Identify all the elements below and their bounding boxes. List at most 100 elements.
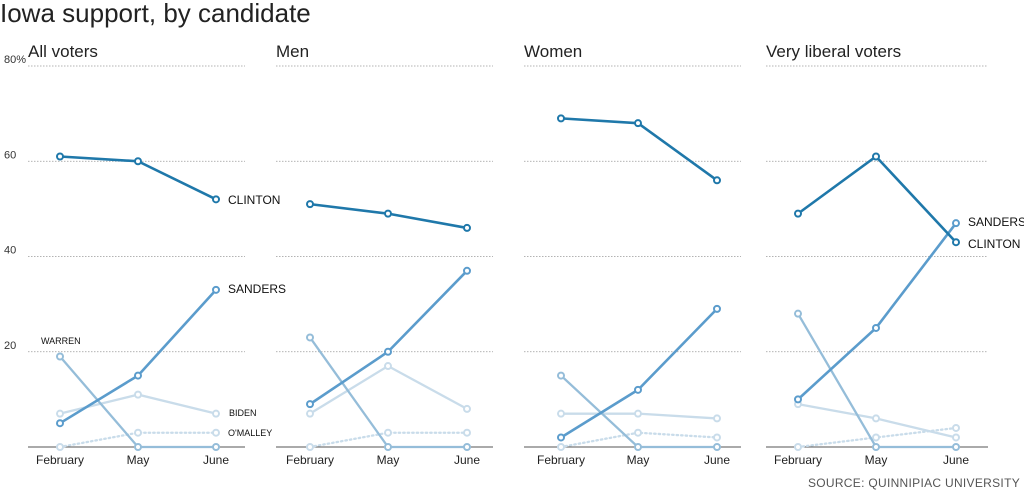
series-biden: [557, 409, 721, 423]
series-warren: WARREN: [41, 336, 220, 451]
x-tick-label: June: [943, 453, 969, 467]
panel-title: Women: [524, 42, 582, 61]
series-sanders: SANDERS: [794, 215, 1024, 404]
data-point: [212, 285, 220, 294]
data-point: [134, 157, 142, 166]
x-tick-label: February: [286, 453, 334, 467]
data-point: [212, 195, 220, 204]
data-point: [306, 443, 314, 451]
panel-title: All voters: [28, 42, 98, 61]
data-point: [557, 433, 565, 442]
data-point: [952, 433, 960, 442]
y-tick-label: 40: [4, 245, 16, 257]
data-point: [952, 423, 960, 432]
x-tick-label: May: [127, 453, 150, 467]
data-point: [713, 176, 721, 185]
x-tick-label: May: [377, 453, 400, 467]
data-point: [634, 409, 642, 418]
data-point: [306, 333, 314, 342]
x-tick-label: February: [774, 453, 822, 467]
series-label: CLINTON: [968, 237, 1020, 251]
data-point: [56, 409, 64, 418]
data-point: [634, 119, 642, 128]
series-line: [797, 222, 958, 401]
chart-title: Iowa support, by candidate: [0, 0, 311, 28]
series-label: SANDERS: [228, 282, 286, 296]
data-point: [56, 419, 64, 428]
series-sanders: [306, 266, 471, 409]
series-biden: BIDEN: [56, 390, 257, 418]
data-point: [952, 238, 960, 247]
series-line: [59, 288, 217, 425]
data-point: [634, 443, 642, 451]
series-label: CLINTON: [228, 193, 280, 207]
series-line: [309, 269, 468, 406]
series-clinton: CLINTON: [56, 152, 280, 207]
series-clinton: CLINTON: [794, 152, 1020, 251]
data-point: [212, 443, 220, 451]
data-point: [872, 152, 880, 161]
panel-3: Women February May June: [524, 42, 741, 467]
series-biden: [306, 362, 471, 418]
data-point: [212, 428, 220, 437]
data-point: [713, 304, 721, 313]
series-line: [58, 431, 218, 449]
data-point: [384, 347, 392, 356]
data-point: [463, 404, 471, 413]
data-point: [557, 371, 565, 380]
series-line: [560, 117, 718, 182]
y-tick-label: 60: [4, 149, 16, 161]
x-tick-label: May: [627, 453, 650, 467]
x-tick-label: June: [704, 453, 730, 467]
data-point: [306, 409, 314, 418]
series-sanders: SANDERS: [56, 282, 286, 428]
data-point: [134, 428, 142, 437]
data-point: [872, 433, 880, 442]
data-point: [713, 414, 721, 423]
data-point: [634, 428, 642, 437]
series-warren: [557, 371, 721, 451]
data-point: [306, 400, 314, 409]
series-line: [797, 154, 957, 244]
data-point: [794, 309, 802, 318]
panel-4: Very liberal voters February May June SANDER…: [766, 42, 1024, 467]
data-point: [463, 428, 471, 437]
data-point: [713, 433, 721, 442]
data-point: [384, 443, 392, 451]
data-point: [384, 362, 392, 371]
data-point: [713, 443, 721, 451]
series-omalley: [557, 428, 721, 451]
x-tick-label: February: [537, 453, 585, 467]
data-point: [384, 209, 392, 218]
data-point: [794, 395, 802, 404]
series-label: O'MALLEY: [228, 428, 272, 438]
data-point: [56, 443, 64, 451]
data-point: [463, 443, 471, 451]
series-line: [560, 307, 718, 439]
data-point: [634, 385, 642, 394]
x-tick-label: June: [454, 453, 480, 467]
series-clinton: [306, 200, 471, 232]
source-note: SOURCE: QUINNIPIAC UNIVERSITY: [808, 476, 1020, 490]
data-point: [134, 390, 142, 399]
data-point: [56, 152, 64, 161]
data-point: [952, 219, 960, 228]
panel-2: Men February May June: [276, 42, 493, 467]
data-point: [134, 371, 142, 380]
panel-title: Very liberal voters: [766, 42, 901, 61]
panel-title: Men: [276, 42, 309, 61]
data-point: [557, 409, 565, 418]
data-point: [557, 114, 565, 123]
series-omalley: [306, 428, 471, 451]
series-line: [308, 431, 469, 449]
series-label: WARREN: [41, 336, 81, 346]
data-point: [794, 443, 802, 451]
series-line: [797, 313, 956, 449]
data-point: [794, 209, 802, 218]
data-point: [463, 266, 471, 275]
data-point: [463, 223, 471, 232]
data-point: [872, 443, 880, 451]
